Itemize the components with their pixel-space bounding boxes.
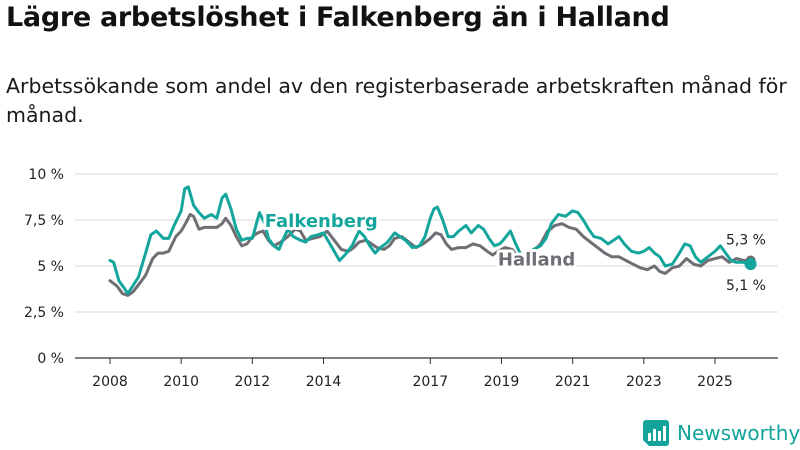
chart-title: Lägre arbetslöshet i Falkenberg än i Hal… <box>6 2 670 33</box>
end-label-falkenberg: 5,1 % <box>726 278 766 294</box>
series-lines <box>108 185 753 297</box>
series-labels: 5,3 %5,1 %HallandHallandFalkenbergFalken… <box>262 208 766 294</box>
x-tick-label: 2021 <box>555 374 591 390</box>
gridlines: 0 % 2,5 % 5 % 7,5 % 10 % <box>24 167 778 367</box>
y-tick-label: 7,5 % <box>24 213 64 229</box>
x-tick-label: 2017 <box>412 374 448 390</box>
newsworthy-logo-icon <box>643 420 669 446</box>
x-tick-label: 2019 <box>484 374 520 390</box>
x-tick-label: 2023 <box>626 374 662 390</box>
x-tick-label: 2025 <box>697 374 733 390</box>
x-axis: 2008 2010 2012 2014 2017 2019 2021 2023 2025 <box>92 358 733 390</box>
x-tick-label: 2012 <box>235 374 271 390</box>
x-tick-label: 2014 <box>306 374 342 390</box>
series-line-falkenberg <box>108 185 753 296</box>
series-label-halo: Falkenberg <box>265 211 378 232</box>
y-tick-label: 10 % <box>28 167 64 183</box>
end-label-halland: 5,3 % <box>726 232 766 248</box>
y-tick-label: 5 % <box>37 259 64 275</box>
series-line-halland <box>108 213 753 297</box>
x-tick-label: 2008 <box>92 374 128 390</box>
series-label-falkenberg: Falkenberg <box>265 211 378 232</box>
series-label-halo: Halland <box>498 250 575 271</box>
chart-subtitle: Arbetssökande som andel av den registerb… <box>6 74 787 127</box>
brand-name: Newsworthy <box>677 421 800 445</box>
x-tick-label: 2010 <box>163 374 199 390</box>
brand-logo: Newsworthy <box>643 418 800 448</box>
series-label-halland: Halland <box>498 250 575 271</box>
y-tick-label: 0 % <box>37 351 64 367</box>
end-point-falkenberg <box>744 258 757 271</box>
y-tick-label: 2,5 % <box>24 305 64 321</box>
